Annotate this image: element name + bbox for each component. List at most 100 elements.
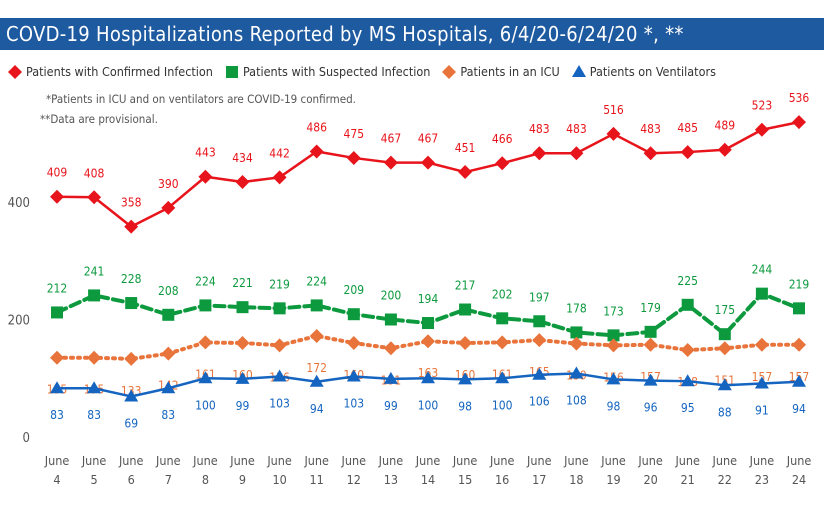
- data-label: 100: [195, 398, 216, 412]
- data-point: [755, 287, 768, 300]
- data-point: [235, 371, 250, 384]
- data-point: [754, 337, 769, 352]
- data-point: [87, 190, 102, 205]
- data-point: [309, 328, 324, 343]
- data-label: 475: [343, 127, 364, 141]
- data-point: [346, 150, 361, 165]
- data-point: [606, 338, 621, 353]
- data-label: 224: [195, 274, 216, 288]
- data-point: [125, 297, 138, 310]
- data-point: [495, 156, 510, 171]
- x-tick-label: June 11: [303, 453, 329, 487]
- data-label: 96: [644, 401, 658, 415]
- legend-item: Patients on Ventilators: [571, 64, 716, 79]
- data-point: [50, 350, 64, 365]
- data-point: [680, 343, 695, 358]
- data-point: [161, 200, 176, 215]
- legend-item: Patients in an ICU: [442, 64, 560, 79]
- data-label: 172: [306, 361, 327, 375]
- data-label: 94: [792, 402, 806, 416]
- data-label: 241: [84, 264, 105, 278]
- data-label: 225: [677, 274, 698, 288]
- data-label: 94: [310, 402, 324, 416]
- data-point: [51, 306, 63, 319]
- data-point: [383, 371, 398, 384]
- data-label: 69: [124, 416, 138, 430]
- data-label: 200: [381, 289, 402, 303]
- data-point: [346, 336, 361, 350]
- data-point: [124, 219, 139, 234]
- data-point: [643, 146, 658, 161]
- data-label: 442: [269, 146, 290, 160]
- legend: Patients with Confirmed Infection Patient…: [8, 64, 716, 79]
- data-label: 228: [121, 272, 142, 286]
- data-label: 209: [343, 283, 364, 297]
- data-label: 91: [755, 404, 769, 418]
- data-point: [718, 328, 731, 341]
- data-label: 173: [603, 304, 624, 318]
- data-point: [422, 317, 434, 330]
- data-point: [235, 175, 250, 190]
- legend-label: Patients in an ICU: [460, 64, 560, 79]
- data-point: [309, 374, 324, 387]
- x-tick-label: June 6: [118, 453, 144, 487]
- data-point: [532, 367, 547, 380]
- x-tick-label: June 8: [192, 453, 218, 487]
- data-point: [421, 155, 435, 170]
- series-1: 212 241 228 208 224 221 219 224 209 200 194 217 202 1…: [47, 263, 809, 342]
- data-point: [495, 335, 510, 350]
- x-tick-label: June 10: [266, 453, 292, 487]
- x-tick-label: June 23: [749, 453, 775, 487]
- data-label: 483: [640, 122, 661, 136]
- data-point: [272, 338, 287, 353]
- data-point: [161, 346, 176, 361]
- data-label: 100: [418, 398, 439, 412]
- data-label: 358: [121, 196, 142, 210]
- data-point: [644, 325, 657, 338]
- data-label: 489: [714, 119, 735, 133]
- data-point: [88, 289, 101, 302]
- data-point: [347, 308, 360, 321]
- data-label: 83: [161, 408, 175, 422]
- data-label: 95: [681, 401, 695, 415]
- data-label: 483: [566, 122, 587, 136]
- data-label: 467: [418, 132, 439, 146]
- data-point: [235, 336, 250, 350]
- data-point: [162, 308, 175, 321]
- data-point: [606, 126, 621, 141]
- data-point: [681, 298, 694, 311]
- data-point: [754, 376, 769, 389]
- data-label: 178: [566, 301, 587, 315]
- data-point: [198, 169, 213, 184]
- data-label: 466: [492, 132, 513, 146]
- data-point: [570, 326, 583, 339]
- data-point: [384, 313, 397, 326]
- legend-item: Patients with Suspected Infection: [225, 64, 430, 79]
- data-point: [569, 366, 584, 379]
- data-point: [496, 312, 509, 325]
- data-label: 197: [529, 290, 550, 304]
- x-tick-label: June 22: [712, 453, 738, 487]
- data-point: [717, 378, 732, 391]
- data-point: [273, 302, 286, 315]
- series-3: 83 83 69 83 100 99 103 94 103 99 100 98 100 106 108 98 9…: [50, 366, 806, 430]
- data-label: 103: [343, 396, 364, 410]
- data-point: [236, 301, 249, 314]
- data-point: [532, 146, 547, 161]
- data-point: [680, 145, 695, 160]
- data-label: 244: [752, 263, 773, 277]
- data-point: [717, 142, 732, 157]
- data-label: 536: [789, 91, 810, 105]
- data-point: [161, 381, 176, 394]
- note-provisional: **Data are provisional.: [40, 112, 158, 126]
- data-point: [421, 334, 435, 349]
- diamond-legend-icon: [442, 64, 457, 79]
- y-tick-label: 0: [23, 431, 30, 446]
- data-label: 208: [158, 284, 179, 298]
- y-tick-label: 200: [8, 314, 30, 329]
- data-point: [198, 335, 213, 350]
- data-label: 451: [455, 141, 476, 155]
- data-label: 516: [603, 103, 624, 117]
- data-point: [533, 315, 546, 328]
- data-point: [792, 115, 806, 130]
